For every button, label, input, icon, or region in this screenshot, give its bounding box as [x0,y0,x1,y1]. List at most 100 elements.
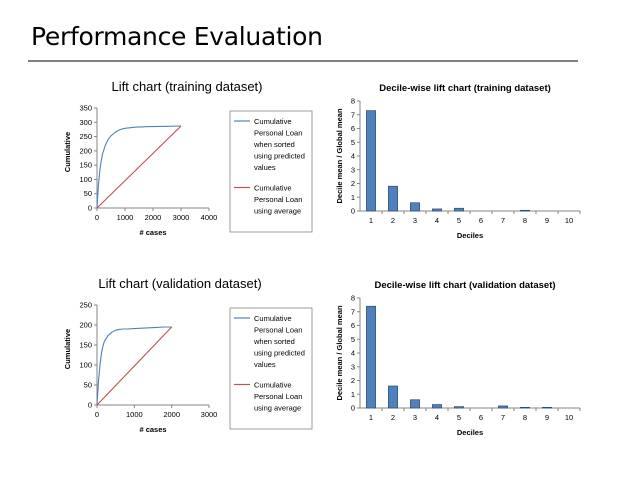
bar-decile-5 [454,406,464,409]
bar-decile-8 [520,406,530,409]
y-tick-label: 250 [79,132,92,141]
x-tick-label: 1000 [117,213,134,222]
chart-title: Decile-wise lift chart (validation datas… [374,280,555,291]
x-tick-label: 8 [523,216,527,225]
y-tick-label: 6 [351,124,355,133]
x-tick-label: 4 [435,413,439,422]
y-tick-label: 8 [351,294,355,303]
y-tick-label: 150 [79,341,92,350]
x-tick-label: 2000 [163,410,180,419]
bar-decile-3 [410,399,420,409]
y-tick-label: 1 [351,193,355,202]
x-tick-label: 7 [501,216,505,225]
x-axis-label: # cases [139,228,166,237]
y-tick-label: 3 [351,362,355,371]
x-tick-label: 2 [391,216,395,225]
y-tick-label: 5 [351,335,355,344]
x-tick-label: 2000 [145,213,162,222]
bar-decile-7 [498,405,508,409]
x-axis-label: Deciles [457,428,483,437]
x-tick-label: 10 [565,216,573,225]
y-tick-label: 200 [79,321,92,330]
x-tick-label: 6 [479,413,483,422]
y-tick-label: 350 [79,104,92,113]
y-tick-label: 50 [84,381,92,390]
x-axis-label: Deciles [457,231,483,240]
series-line-average [96,326,173,406]
title-divider [28,60,578,62]
y-tick-label: 0 [351,207,355,216]
legend-label-predicted: Cumulative Personal Loan when sorted using … [253,117,305,172]
legend-box [229,110,313,233]
x-tick-label: 5 [457,413,461,422]
series-line-predicted [96,326,172,406]
x-tick-label: 3000 [201,410,218,419]
legend-label-average: Cumulative Personal Loan using average [254,184,302,216]
bar-decile-2 [388,385,398,409]
bar-decile-4 [432,404,442,409]
y-tick-label: 0 [88,401,92,410]
y-tick-label: 3 [351,165,355,174]
bar-decile-3 [410,202,420,212]
x-tick-label: 2 [391,413,395,422]
y-tick-label: 2 [351,376,355,385]
chart-title: Lift chart (training dataset) [111,79,262,94]
y-tick-label: 50 [84,189,92,198]
bar-decile-5 [454,207,464,212]
y-tick-label: 100 [79,361,92,370]
bar-decile-4 [432,208,442,212]
x-tick-label: 4000 [201,213,218,222]
x-tick-label: 3 [413,216,417,225]
y-tick-label: 0 [351,404,355,413]
decile-lift-chart-training: Decile-wise lift chart (training dataset… [335,83,581,240]
x-tick-label: 3000 [173,213,190,222]
x-tick-label: 4 [435,216,439,225]
lift-chart-validation: Lift chart (validation dataset) 0 50 100 150… [63,276,313,434]
x-tick-label: 1000 [126,410,143,419]
x-tick-label: 9 [545,216,549,225]
y-tick-label: 1 [351,390,355,399]
chart-title: Lift chart (validation dataset) [98,276,261,291]
chart-title: Decile-wise lift chart (training dataset… [379,83,551,94]
x-tick-label: 1 [369,413,373,422]
bar-decile-1 [366,305,376,409]
series-line-average [96,125,182,209]
y-tick-label: 6 [351,321,355,330]
legend-box [229,307,313,430]
y-tick-label: 300 [79,118,92,127]
y-tick-label: 7 [351,110,355,119]
y-axis-label: Cumulative [63,329,72,369]
legend-label-predicted: Cumulative Personal Loan when sorted using … [253,314,305,369]
y-tick-label: 2 [351,179,355,188]
x-axis-label: # cases [139,425,166,434]
lift-chart-training: Lift chart (training dataset) 0 50 100 150 20… [63,79,313,237]
y-tick-label: 7 [351,307,355,316]
x-tick-label: 9 [545,413,549,422]
x-tick-label: 5 [457,216,461,225]
x-tick-label: 6 [479,216,483,225]
y-axis-label: Decile mean / Global mean [335,305,344,400]
decile-lift-chart-validation: Decile-wise lift chart (validation datas… [335,280,581,437]
slide-title: Performance Evaluation [31,22,323,51]
y-tick-label: 0 [88,204,92,213]
x-tick-label: 7 [501,413,505,422]
x-tick-label: 3 [413,413,417,422]
legend-label-average: Cumulative Personal Loan using average [254,381,302,413]
y-axis-label: Decile mean / Global mean [335,108,344,203]
y-tick-label: 200 [79,146,92,155]
y-tick-label: 250 [79,301,92,310]
series-line-predicted [96,125,182,209]
y-tick-label: 5 [351,138,355,147]
bar-decile-9 [542,406,552,409]
y-tick-label: 8 [351,97,355,106]
y-tick-label: 100 [79,175,92,184]
bar-decile-1 [366,110,376,212]
bar-decile-2 [388,185,398,212]
y-tick-label: 4 [351,349,355,358]
y-axis-label: Cumulative [63,132,72,172]
y-tick-label: 150 [79,161,92,170]
x-tick-label: 8 [523,413,527,422]
bar-decile-8 [520,209,530,212]
x-tick-label: 0 [95,213,99,222]
x-tick-label: 0 [95,410,99,419]
